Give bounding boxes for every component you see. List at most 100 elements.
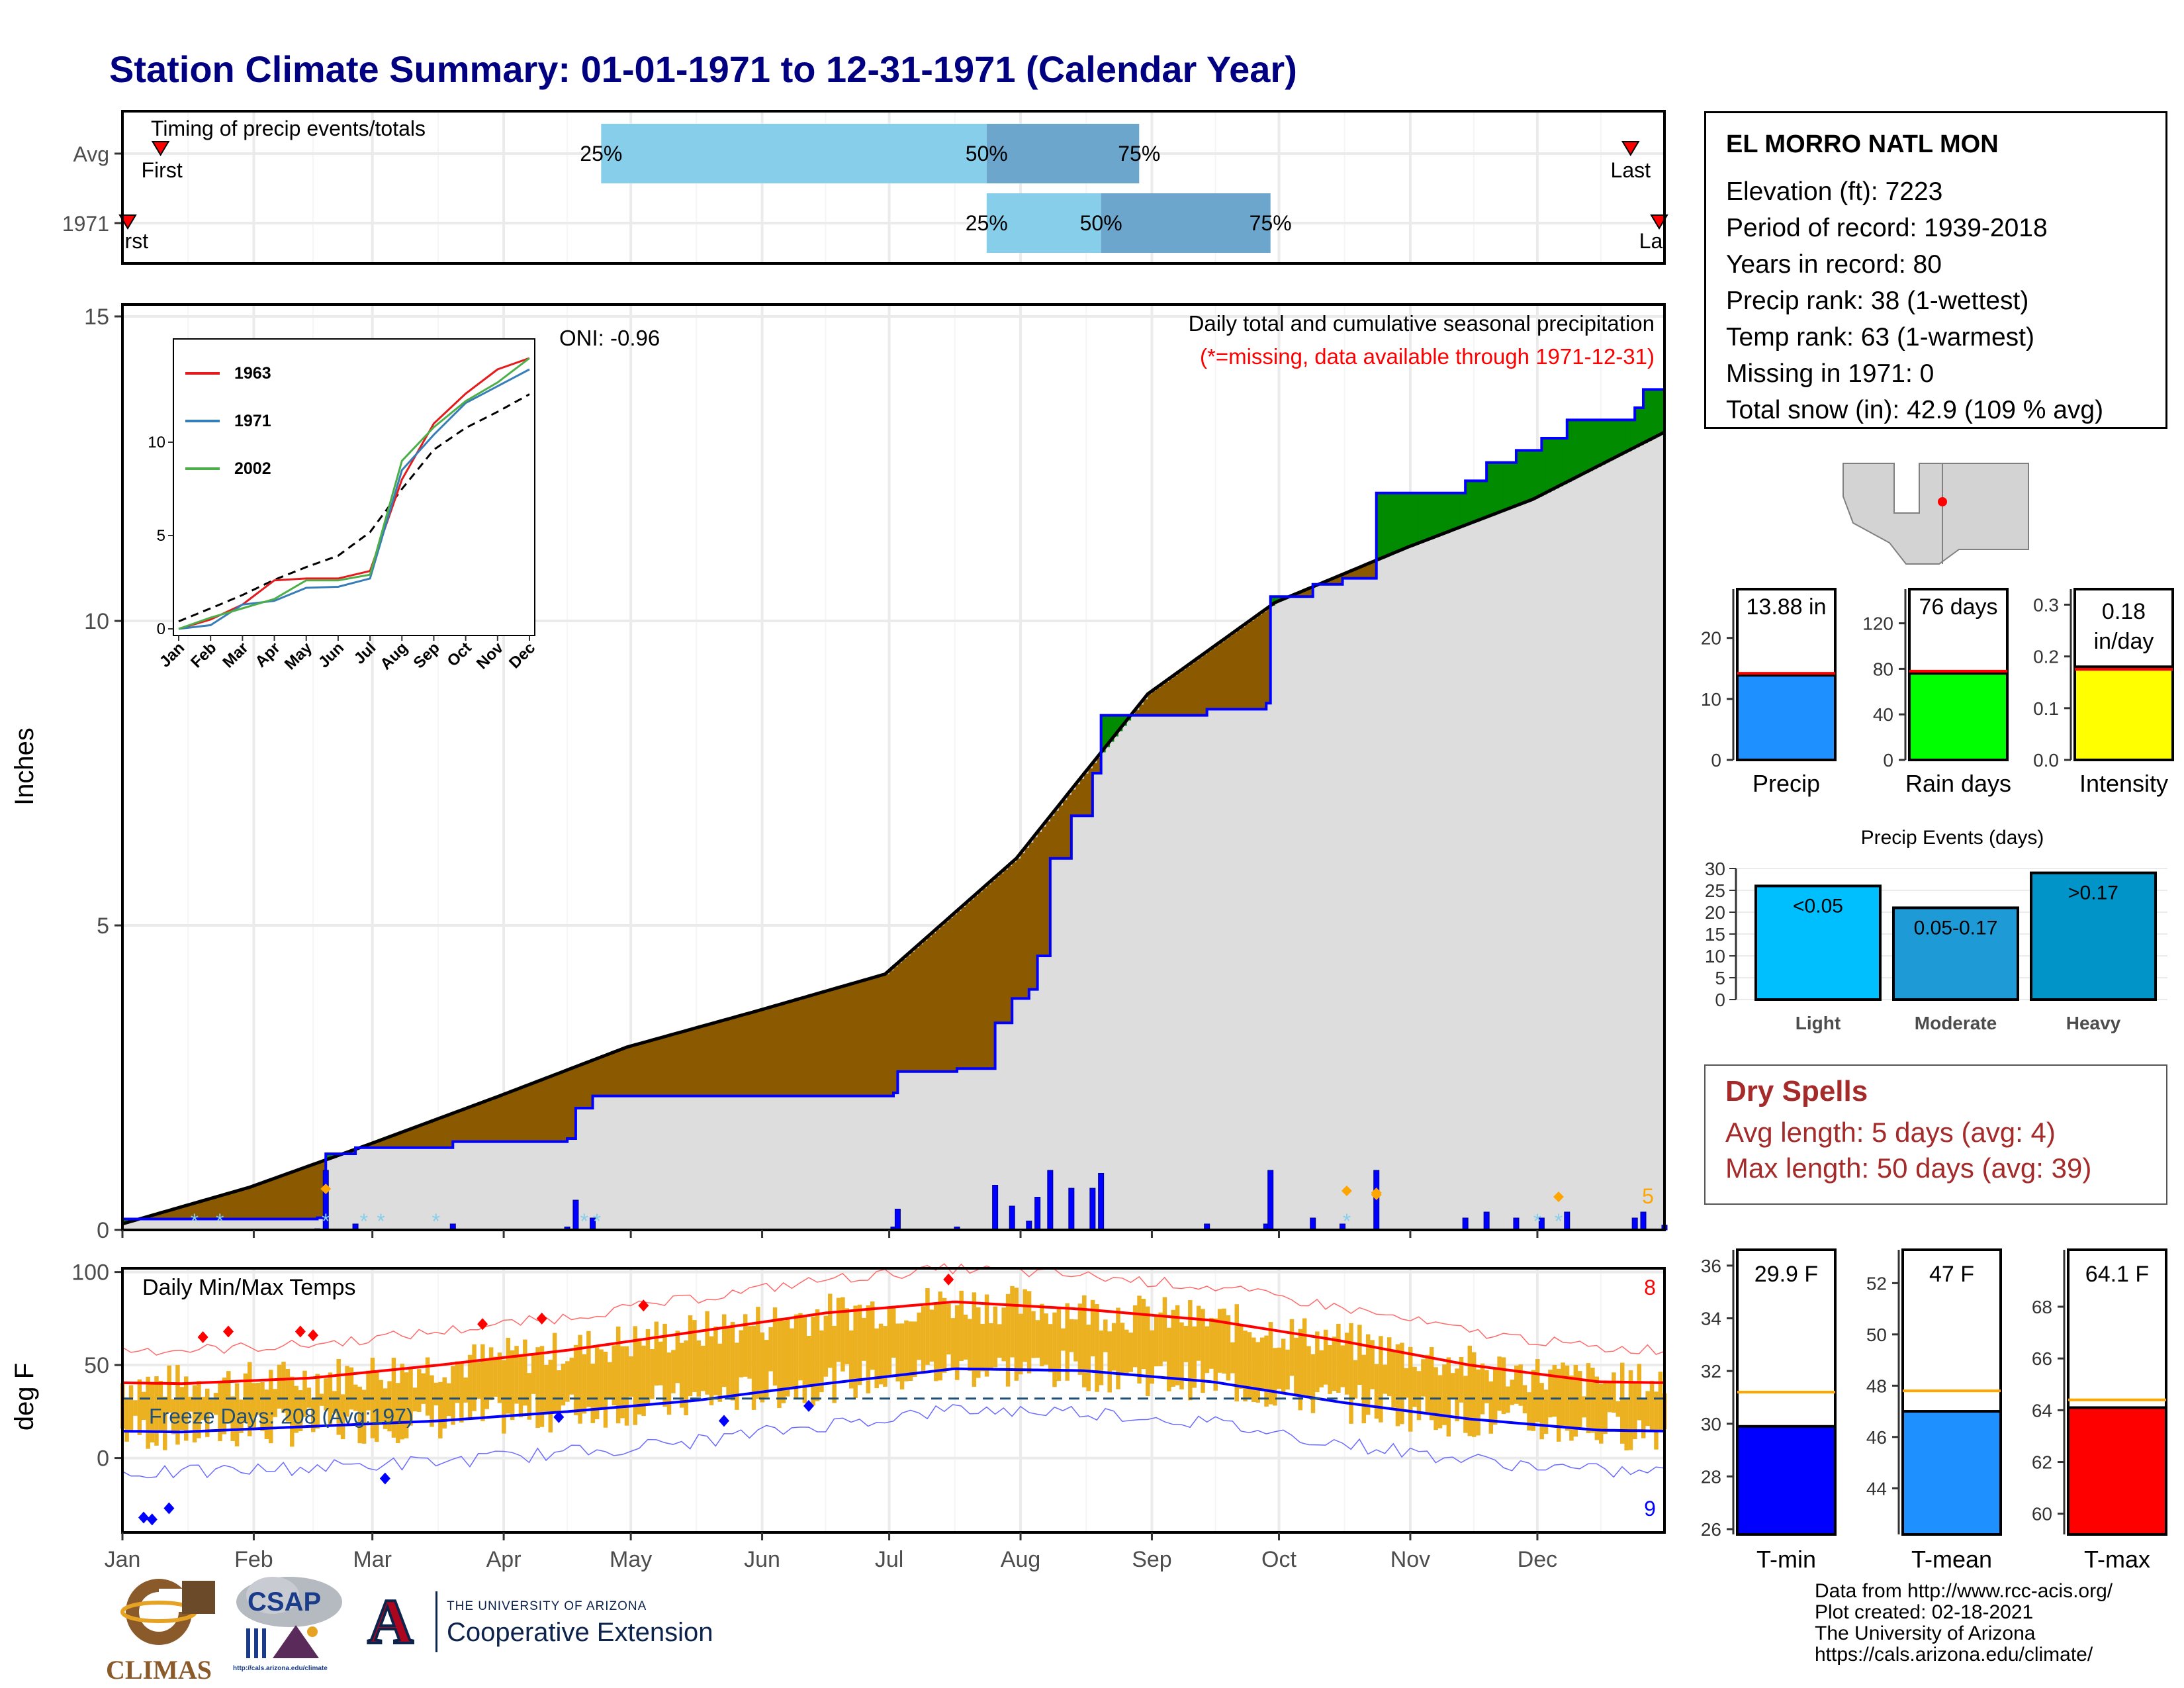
daily-temp-bar [506, 1337, 510, 1414]
deficit-strip [1169, 679, 1174, 716]
temp-y-tick-label: 50 [84, 1353, 109, 1378]
snow-marker-icon: * [377, 1209, 385, 1233]
daily-temp-bar [1132, 1305, 1138, 1368]
daily-temp-bar [1328, 1344, 1332, 1394]
surplus-strip [1600, 420, 1606, 465]
daily-temp-bar [1196, 1305, 1201, 1361]
daily-temp-bar [319, 1393, 324, 1406]
deficit-strip [1334, 578, 1339, 585]
deficit-strip [368, 1145, 373, 1148]
events-category-label: Moderate [1915, 1013, 1997, 1033]
daily-temp-bar [1056, 1307, 1062, 1382]
daily-precip-bar [1098, 1173, 1105, 1231]
daily-temp-bar [383, 1388, 388, 1429]
surplus-strip [1461, 492, 1466, 527]
daily-temp-bar [811, 1316, 815, 1406]
daily-temp-bar [739, 1330, 744, 1378]
daily-temp-bar [645, 1329, 651, 1405]
deficit-strip [961, 907, 966, 1069]
deficit-strip [970, 899, 975, 1069]
daily-temp-bar [1391, 1352, 1396, 1408]
deficit-strip [1249, 621, 1254, 710]
daily-temp-bar [332, 1391, 337, 1414]
daily-temp-bar [467, 1354, 473, 1419]
surplus-strip [1660, 389, 1665, 435]
deficit-strip [855, 982, 860, 1096]
daily-temp-bar [866, 1305, 871, 1393]
surplus-strip [1410, 492, 1415, 547]
deficit-strip [762, 1009, 767, 1096]
deficit-strip [859, 981, 864, 1096]
daily-temp-bar [1116, 1307, 1120, 1389]
daily-temp-bar [1255, 1342, 1260, 1403]
deficit-strip [732, 1017, 737, 1096]
daily-temp-bar [844, 1308, 850, 1364]
inset-y-tick-label: 5 [157, 527, 165, 545]
daily-temp-bar [1535, 1359, 1540, 1423]
surplus-strip [1109, 715, 1115, 742]
daily-temp-bar [408, 1368, 413, 1426]
tsum-y-tick-label: 32 [1701, 1361, 1721, 1382]
daily-temp-bar [1268, 1322, 1273, 1405]
daily-temp-bar [1471, 1352, 1477, 1437]
deficit-strip [220, 1196, 225, 1219]
daily-temp-bar [1446, 1357, 1451, 1437]
daily-temp-bar [1590, 1368, 1595, 1433]
deficit-strip [550, 1076, 555, 1142]
deficit-strip [889, 970, 894, 1096]
deficit-strip [770, 1007, 776, 1096]
daily-temp-bar [1633, 1383, 1637, 1440]
deficit-strip [813, 994, 818, 1096]
daily-temp-bar [366, 1370, 371, 1411]
deficit-strip [999, 873, 1005, 1023]
deficit-strip [880, 975, 886, 1096]
deficit-strip [745, 1014, 750, 1096]
deficit-strip [1042, 826, 1047, 956]
surplus-strip [1609, 420, 1614, 461]
daily-temp-bar [1408, 1346, 1413, 1432]
daily-temp-bar [790, 1328, 794, 1387]
deficit-strip [868, 978, 873, 1096]
tsum-value-label: 64.1 F [2085, 1262, 2149, 1287]
record-high-marker-icon [477, 1318, 488, 1331]
daily-temp-bar [997, 1324, 1002, 1358]
daily-temp-bar [1128, 1333, 1133, 1372]
daily-temp-bar [1361, 1354, 1367, 1424]
daily-temp-bar [328, 1372, 333, 1427]
summary-bars-panel: 0 10 20 13.88 in Precip 0 40 80 120 76 days Rain d… [1701, 588, 2174, 797]
daily-temp-bar [1340, 1345, 1345, 1387]
daily-temp-bar [781, 1320, 786, 1403]
deficit-strip [1084, 773, 1089, 816]
deficit-strip [846, 985, 852, 1096]
daily-temp-bar [1205, 1326, 1210, 1374]
daily-temp-bar [438, 1382, 443, 1438]
daily-temp-bar [827, 1293, 833, 1368]
surplus-strip [1270, 596, 1275, 606]
surplus-strip [1550, 438, 1555, 491]
daily-temp-bar [192, 1385, 197, 1442]
deficit-strip [1300, 592, 1305, 597]
daily-precip-bar [894, 1209, 901, 1231]
deficit-strip [199, 1201, 204, 1219]
deficit-strip [440, 1117, 445, 1148]
daily-temp-bar [735, 1342, 739, 1410]
deficit-strip [423, 1124, 428, 1148]
daily-precip-bar [1026, 1221, 1032, 1231]
deficit-strip [800, 998, 805, 1096]
surplus-strip [1630, 420, 1635, 449]
daily-temp-bar [772, 1307, 778, 1386]
daily-temp-bar [234, 1383, 240, 1446]
daily-temp-bar [222, 1378, 227, 1434]
deficit-strip [300, 1169, 305, 1219]
daily-temp-bar [1146, 1306, 1150, 1396]
daily-temp-bar [345, 1366, 349, 1417]
month-tick-label: Jun [744, 1547, 780, 1572]
daily-temp-bar [1387, 1337, 1392, 1397]
deficit-strip [165, 1211, 170, 1219]
daily-temp-bar [1077, 1303, 1083, 1375]
daily-temp-bar [306, 1387, 312, 1408]
events-y-tick-label: 0 [1715, 990, 1725, 1010]
deficit-strip [1152, 690, 1157, 716]
